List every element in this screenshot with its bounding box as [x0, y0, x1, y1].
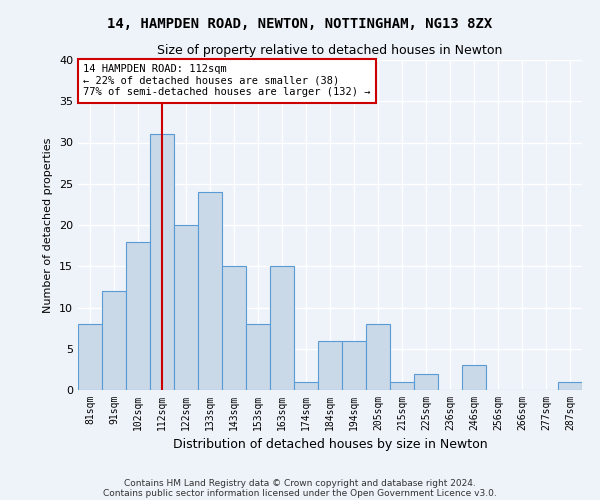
Bar [318, 340, 342, 390]
Bar [558, 382, 582, 390]
Text: Contains public sector information licensed under the Open Government Licence v3: Contains public sector information licen… [103, 488, 497, 498]
Text: Contains HM Land Registry data © Crown copyright and database right 2024.: Contains HM Land Registry data © Crown c… [124, 478, 476, 488]
Bar [462, 365, 486, 390]
Bar [150, 134, 174, 390]
Bar [102, 291, 126, 390]
Bar [390, 382, 414, 390]
Bar [198, 192, 222, 390]
Bar [222, 266, 246, 390]
Bar [270, 266, 294, 390]
Bar [366, 324, 390, 390]
Bar [342, 340, 366, 390]
Bar [126, 242, 150, 390]
Bar [78, 324, 102, 390]
Text: 14, HAMPDEN ROAD, NEWTON, NOTTINGHAM, NG13 8ZX: 14, HAMPDEN ROAD, NEWTON, NOTTINGHAM, NG… [107, 18, 493, 32]
Title: Size of property relative to detached houses in Newton: Size of property relative to detached ho… [157, 44, 503, 58]
Text: 14 HAMPDEN ROAD: 112sqm
← 22% of detached houses are smaller (38)
77% of semi-de: 14 HAMPDEN ROAD: 112sqm ← 22% of detache… [83, 64, 370, 98]
Y-axis label: Number of detached properties: Number of detached properties [43, 138, 53, 312]
Bar [246, 324, 270, 390]
Bar [294, 382, 318, 390]
Bar [414, 374, 438, 390]
X-axis label: Distribution of detached houses by size in Newton: Distribution of detached houses by size … [173, 438, 487, 452]
Bar [174, 225, 198, 390]
